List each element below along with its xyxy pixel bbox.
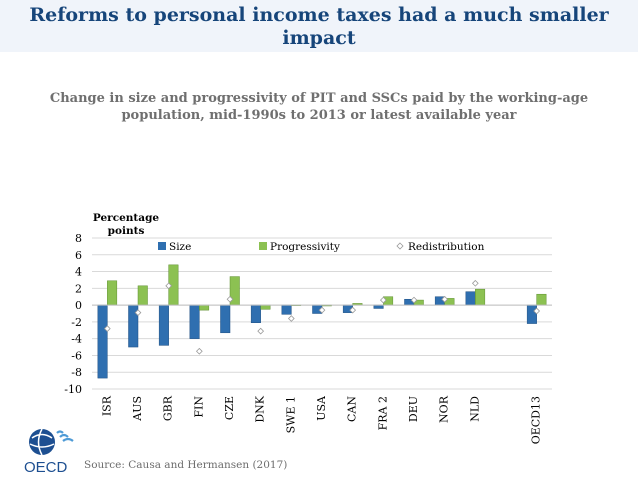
bar-size <box>373 304 384 309</box>
marker-redistribution <box>349 306 357 314</box>
y-tick-label: 6 <box>75 249 82 262</box>
y-tick-label: -10 <box>64 383 82 396</box>
x-tick-label: GBR <box>162 395 175 421</box>
x-tick-label: SWE 1 <box>284 396 297 433</box>
marker-redistribution <box>410 296 418 304</box>
chart-title-line1: Change in size and progressivity of PIT … <box>49 91 589 106</box>
y-tick-label: 2 <box>75 282 82 295</box>
bar-size <box>281 304 292 315</box>
x-tick-label: DNK <box>254 395 267 422</box>
title-band <box>0 0 638 52</box>
bar-progressivity <box>137 285 148 306</box>
marker-redistribution <box>195 347 203 355</box>
x-tick-label: USA <box>315 395 328 421</box>
marker-redistribution <box>533 307 541 315</box>
x-tick-label: FIN <box>192 396 205 418</box>
marker-redistribution <box>471 279 479 287</box>
bar-size <box>158 304 169 346</box>
x-tick-label: DEU <box>407 396 420 422</box>
y-tick-label: 4 <box>75 266 82 279</box>
slide-title-line1: Reforms to personal income taxes had a m… <box>29 4 609 26</box>
marker-redistribution <box>287 315 295 322</box>
logo-text: OECD <box>24 459 68 475</box>
legend-label-size: Size <box>169 241 191 253</box>
bar-size <box>465 291 476 306</box>
bar-size <box>97 304 108 379</box>
legend-swatch-size <box>158 242 166 250</box>
x-tick-label: ISR <box>100 395 113 416</box>
bar-progressivity <box>260 304 271 310</box>
marker-redistribution <box>379 296 387 304</box>
slide-title: Reforms to personal income taxes had a m… <box>20 4 618 50</box>
y-tick-label: -4 <box>71 333 82 346</box>
legend-label-progressivity: Progressivity <box>270 241 340 253</box>
chart-title-line2: population, mid-1990s to 2013 or latest … <box>121 108 517 123</box>
y-tick-label: -2 <box>71 316 82 329</box>
oecd-logo: OECD <box>24 428 74 475</box>
legend-marker-redistribution <box>396 242 404 250</box>
slide-title-line2: impact <box>282 27 356 49</box>
x-tick-label: CAN <box>346 396 359 422</box>
x-tick-label: CZE <box>223 396 236 420</box>
bar-size <box>250 304 261 323</box>
bar-size <box>220 304 231 334</box>
bar-size <box>189 304 200 339</box>
marker-redistribution <box>257 327 265 335</box>
bar-progressivity <box>199 304 210 311</box>
marker-redistribution <box>318 306 326 314</box>
bar-size <box>526 304 537 324</box>
y-tick-label: -6 <box>71 349 82 362</box>
y-tick-label: 8 <box>75 232 82 245</box>
bar-progressivity <box>107 280 118 306</box>
y-tick-label: 0 <box>75 299 82 312</box>
bar-progressivity <box>475 288 486 306</box>
marker-redistribution <box>165 282 173 290</box>
x-tick-label: OECD13 <box>530 396 543 444</box>
y-axis-label-line2: points <box>108 225 145 237</box>
chart-title: Change in size and progressivity of PIT … <box>30 90 608 124</box>
source-note: Source: Causa and Hermansen (2017) <box>84 459 288 471</box>
x-tick-label: NLD <box>468 396 481 422</box>
x-tick-label: NOR <box>438 395 451 423</box>
marker-redistribution <box>441 295 449 303</box>
y-tick-label: -8 <box>71 366 82 379</box>
marker-redistribution <box>103 325 111 332</box>
y-axis-label-line1: Percentage <box>93 212 160 224</box>
x-tick-label: AUS <box>131 396 144 422</box>
marker-redistribution <box>226 295 234 303</box>
marker-redistribution <box>134 309 142 317</box>
legend-label-redistribution: Redistribution <box>408 241 485 253</box>
x-tick-label: FRA 2 <box>376 396 389 430</box>
bar-progressivity <box>536 293 547 306</box>
legend-swatch-progressivity <box>259 242 267 250</box>
logo-globe-icon <box>29 429 55 455</box>
